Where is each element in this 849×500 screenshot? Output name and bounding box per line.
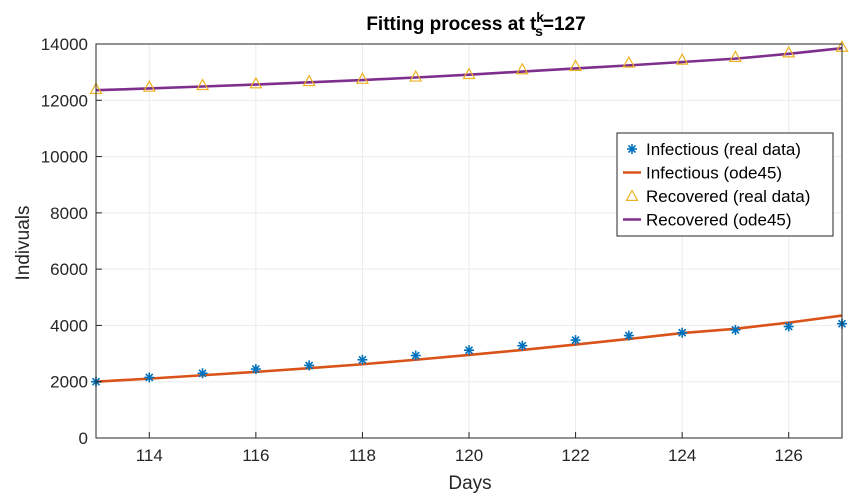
x-tick-label: 116 [242,446,269,465]
y-tick-label: 2000 [50,373,88,392]
recovered-real-point [302,74,316,87]
legend-label-infectious-real-data: Infectious (real data) [646,140,801,159]
recovered-real-point [515,62,529,75]
recovered-real-point [622,55,636,68]
series-line-recovered-ode45 [95,46,843,92]
y-tick-label: 12000 [41,91,88,110]
infectious-real-point [623,330,634,341]
infectious-real-point [570,335,581,346]
x-tick-label: 114 [136,446,163,465]
infectious-real-point [464,345,474,356]
infectious-real-point [677,327,688,338]
recovered-real-point [142,80,156,92]
recovered-real-point [462,67,476,80]
infectious-real-point [517,340,528,351]
infectious-real-point [410,350,421,361]
infectious-real-point [197,368,208,379]
chart-title: Fitting process at tk s=127 [366,9,585,39]
legend-label-recovered-ode45: Recovered (ode45) [646,211,792,230]
recovered-real-point [728,50,742,62]
recovered-real-point [249,76,263,89]
infectious-real-point [304,360,315,371]
legend-swatch-recovered-real-data [625,189,639,201]
y-tick-label: 4000 [50,316,88,335]
infectious-real-point [357,354,368,365]
y-tick-label: 14000 [41,35,88,54]
recovered-real-point [782,45,796,58]
x-tick-label: 118 [349,446,376,465]
y-tick-label: 6000 [50,260,88,279]
x-tick-label: 120 [455,446,483,465]
legend-label-infectious-ode45: Infectious (ode45) [646,164,782,183]
recovered-real-point [569,59,583,71]
legend-swatch-infectious-real-data [627,144,637,154]
infectious-real-point [250,364,261,375]
recovered-real-point [355,72,369,84]
infectious-real-point [730,324,741,335]
infectious-real-point [144,372,155,383]
recovered-real-point [409,69,423,82]
x-tick-label: 122 [561,446,589,465]
recovered-real-point [196,78,210,91]
x-axis-title: Days [448,473,491,494]
grid [96,43,842,439]
legend: Infectious (real data) Infectious (ode45)… [616,132,834,237]
x-tick-label: 126 [775,446,803,465]
legend-label-recovered-real-data: Recovered (real data) [646,187,810,206]
recovered-real-point [675,53,689,65]
legend-box [616,132,834,237]
x-tick-label: 124 [668,446,696,465]
y-tick-label: 8000 [50,204,88,223]
infectious-real-point [783,321,794,332]
y-tick-label: 10000 [41,148,88,167]
y-tick-label: 0 [79,429,88,448]
y-axis-title: Indivuals [13,206,34,281]
axes: 114 116 118 120 122 124 126 0 2000 4000 6000 8000 10… [41,35,803,465]
